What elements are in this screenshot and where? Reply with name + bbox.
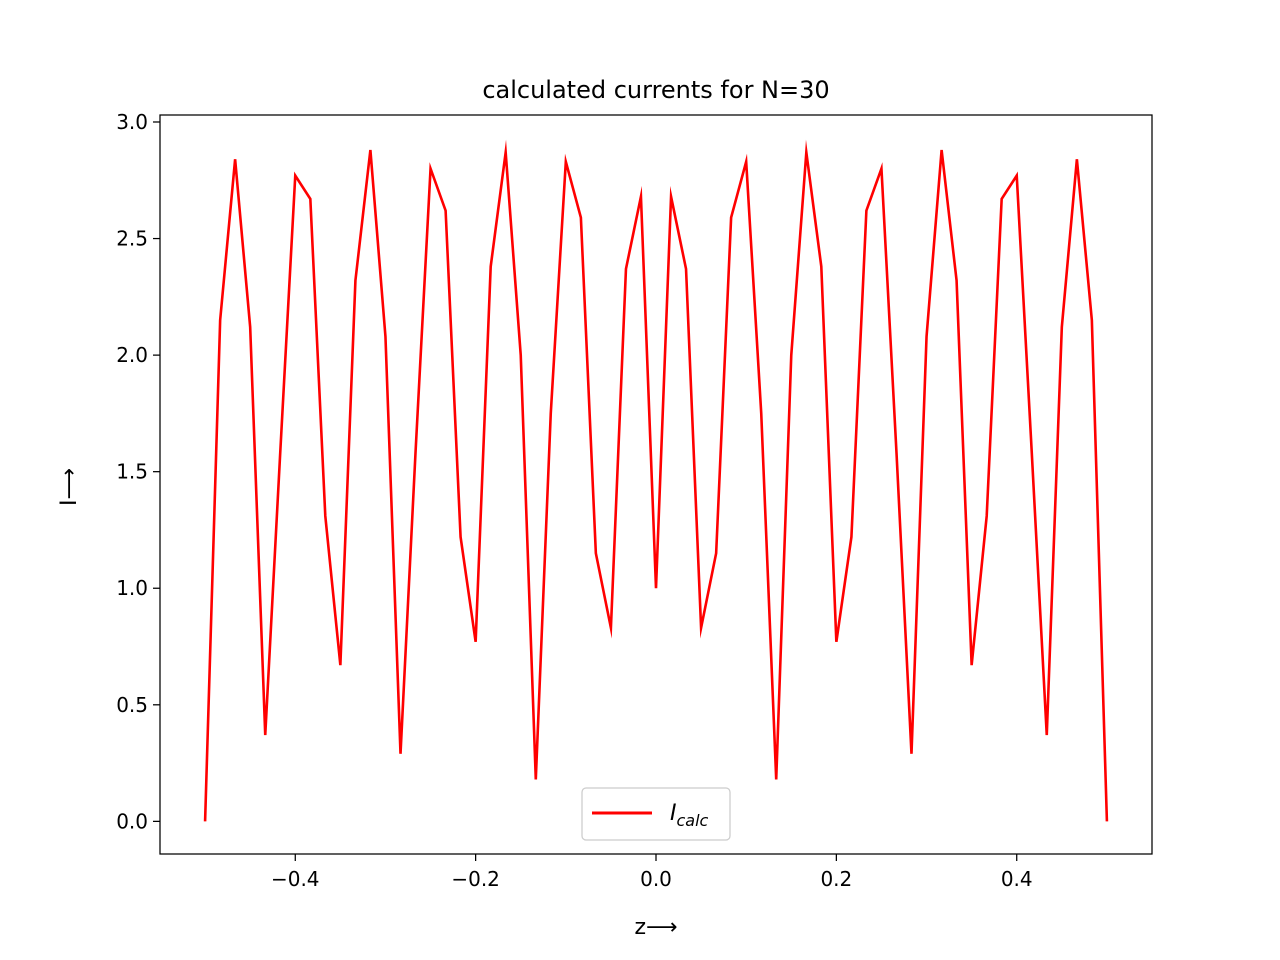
- x-tick-label: −0.2: [451, 867, 500, 891]
- y-axis: 0.0 0.5 1.0 1.5 2.0 2.5 3.0: [116, 110, 160, 833]
- y-axis-label: I⟶: [57, 468, 82, 506]
- plot-frame: [159, 114, 1153, 855]
- y-tick-label: 1.5: [116, 460, 148, 484]
- y-tick-label: 0.5: [116, 693, 148, 717]
- legend-label-subscript: calc: [677, 811, 709, 830]
- series-layer: [203, 139, 1109, 822]
- legend: Icalc: [581, 787, 731, 841]
- x-tick-label: −0.4: [271, 867, 320, 891]
- x-axis: −0.4 −0.2 0.0 0.2 0.4: [271, 854, 1033, 891]
- y-tick-label: 2.5: [116, 227, 148, 251]
- y-tick-label: 2.0: [116, 343, 148, 367]
- series-line-i-calc: [203, 139, 1109, 822]
- y-tick-label: 3.0: [116, 110, 148, 134]
- y-tick-label: 0.0: [116, 809, 148, 833]
- legend-box: [581, 787, 731, 841]
- x-tick-label: 0.2: [820, 867, 852, 891]
- legend-label: Icalc: [670, 801, 709, 830]
- legend-label-main: I: [670, 801, 677, 826]
- x-tick-label: 0.0: [640, 867, 672, 891]
- x-axis-label: z⟶: [634, 915, 677, 940]
- x-tick-label: 0.4: [1001, 867, 1033, 891]
- y-tick-label: 1.0: [116, 576, 148, 600]
- chart-title: calculated currents for N=30: [482, 76, 829, 104]
